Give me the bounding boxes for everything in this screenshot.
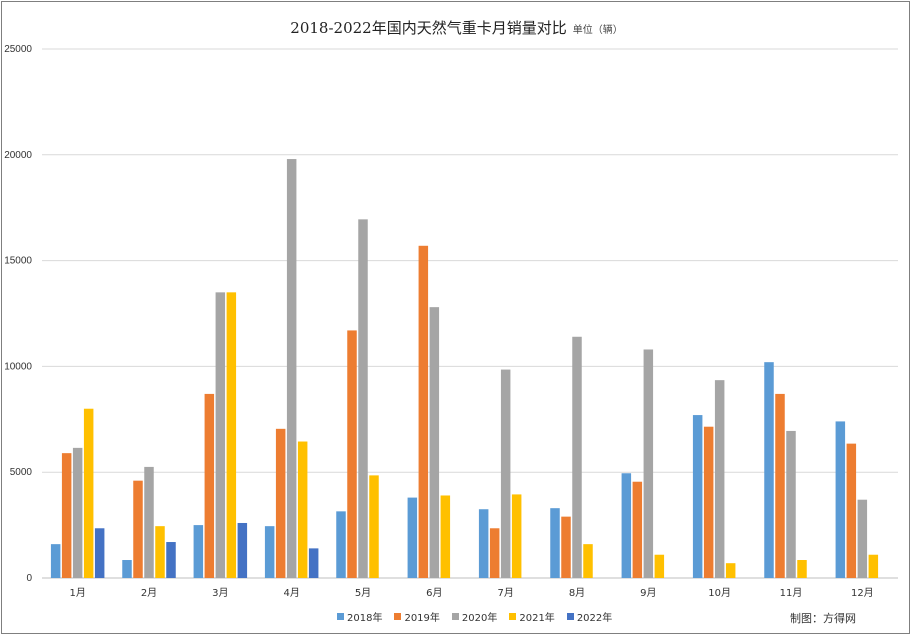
y-tick-label: 15000 <box>4 256 32 267</box>
bar <box>50 544 61 578</box>
bar <box>237 522 248 578</box>
y-tick-label: 0 <box>26 573 32 584</box>
bar <box>654 554 665 578</box>
legend-swatch <box>509 613 517 620</box>
bar <box>550 508 560 578</box>
x-tick-label: 10月 <box>708 587 731 599</box>
bar <box>511 494 522 578</box>
x-tick-label: 5月 <box>355 587 371 599</box>
bar <box>297 441 308 578</box>
bar <box>478 509 489 578</box>
bar <box>226 292 237 578</box>
bar <box>775 393 785 578</box>
legend-item: 2021年 <box>509 609 555 624</box>
legend-label: 2020年 <box>461 613 498 624</box>
bar <box>204 393 215 578</box>
bar <box>846 443 857 578</box>
y-tick-label: 20000 <box>4 150 32 161</box>
chart-title: 2018-2022年国内天然气重卡月销量对比 <box>290 19 567 37</box>
x-tick-label: 9月 <box>640 587 656 599</box>
x-tick-label: 12月 <box>851 587 874 599</box>
bar <box>786 430 796 578</box>
x-tick-label: 2月 <box>141 587 157 599</box>
legend-item: 2019年 <box>394 609 440 624</box>
bar <box>369 475 379 578</box>
y-tick-label: 10000 <box>4 361 32 372</box>
bar <box>500 369 511 578</box>
bar <box>122 560 132 578</box>
bar <box>166 542 176 578</box>
bar <box>286 159 297 579</box>
bar <box>561 516 571 578</box>
legend-item: 2022年 <box>566 609 613 624</box>
bar <box>764 362 774 578</box>
bar <box>725 563 736 578</box>
bar <box>857 499 868 578</box>
bar <box>621 473 632 578</box>
legend-item: 2018年 <box>337 609 382 624</box>
bar <box>703 426 714 578</box>
bar <box>643 349 654 578</box>
y-tick-label: 5000 <box>10 467 33 478</box>
bar <box>835 421 846 578</box>
bar <box>193 525 204 578</box>
bar <box>692 415 703 578</box>
legend-swatch <box>394 613 402 620</box>
bar <box>155 526 165 578</box>
legend-label: 2021年 <box>519 613 555 624</box>
bar <box>144 466 154 578</box>
x-tick-label: 11月 <box>780 587 803 599</box>
x-tick-label: 6月 <box>426 587 442 599</box>
chart-title-block: 2018-2022年国内天然气重卡月销量对比 单位（辆） <box>0 17 913 38</box>
bar <box>347 330 357 578</box>
bar <box>72 447 83 578</box>
legend-label: 2018年 <box>347 613 383 624</box>
bar <box>632 481 643 578</box>
bar <box>336 511 346 578</box>
bar <box>440 495 451 578</box>
legend-label: 2019年 <box>404 613 440 624</box>
legend-label: 2022年 <box>576 613 613 624</box>
x-tick-label: 8月 <box>569 587 585 599</box>
bar <box>418 245 429 578</box>
bar <box>275 428 286 578</box>
x-tick-label: 1月 <box>69 587 85 599</box>
bar <box>358 219 368 578</box>
x-tick-label: 4月 <box>283 587 299 599</box>
legend: 2018年 2019年 2020年 2021年 2022年 <box>337 609 612 624</box>
bar <box>714 380 725 578</box>
bar <box>264 526 275 578</box>
source-note: 制图：方得网 <box>790 612 856 625</box>
x-tick-label: 3月 <box>212 587 228 599</box>
bar <box>583 544 593 578</box>
bar <box>308 548 319 578</box>
bar <box>407 497 418 578</box>
legend-swatch <box>566 613 574 620</box>
legend-swatch <box>337 613 344 620</box>
bar <box>133 480 143 578</box>
bar <box>83 408 94 578</box>
bar <box>215 292 226 578</box>
y-tick-label: 25000 <box>4 44 32 55</box>
bar <box>429 307 440 578</box>
bar <box>61 453 72 578</box>
legend-swatch <box>451 613 459 620</box>
bar <box>797 560 807 578</box>
unit-label: 单位（辆） <box>572 25 623 36</box>
legend-item: 2020年 <box>451 609 498 624</box>
x-tick-label: 7月 <box>497 587 513 599</box>
bar <box>489 528 500 578</box>
bar <box>94 528 105 578</box>
bar <box>868 554 879 578</box>
bar <box>572 336 582 578</box>
